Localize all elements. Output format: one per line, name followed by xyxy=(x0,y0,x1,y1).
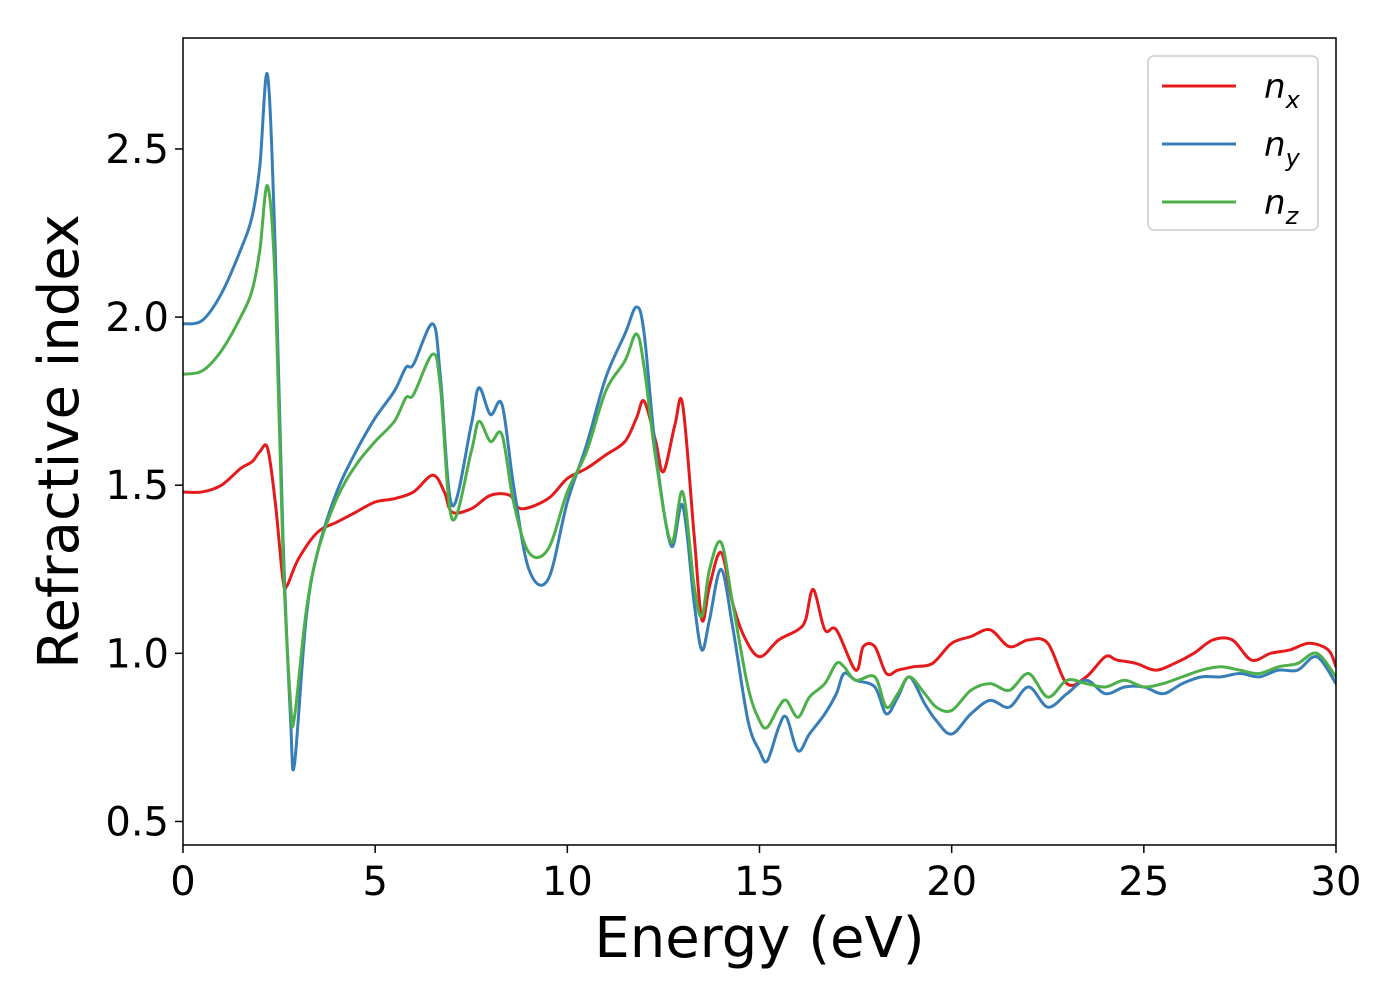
y-tick-label: 0.5 xyxy=(105,799,169,845)
x-axis-title: Energy (eV) xyxy=(594,906,924,971)
legend-label-sub: x xyxy=(1285,86,1301,114)
series-layer xyxy=(183,71,1336,772)
x-tick-label: 20 xyxy=(926,859,977,905)
x-tick-label: 25 xyxy=(1118,859,1169,905)
series-line-z xyxy=(183,184,1336,730)
y-tick-label: 2.0 xyxy=(105,295,169,341)
y-axis-title: Refractive index xyxy=(27,214,92,669)
x-axis-ticks: 0 5 10 15 20 25 30 xyxy=(170,845,1361,905)
x-tick-label: 0 xyxy=(170,859,195,905)
legend-label-base: n xyxy=(1264,67,1286,107)
y-tick-label: 1.0 xyxy=(105,631,169,677)
x-tick-label: 5 xyxy=(362,859,387,905)
legend-label-x: nx xyxy=(1264,67,1301,114)
legend-label-base: n xyxy=(1264,183,1286,223)
legend-label-base: n xyxy=(1264,125,1286,165)
legend-label-y: ny xyxy=(1264,125,1301,172)
x-tick-label: 15 xyxy=(734,859,785,905)
y-axis-ticks: 0.5 1.0 1.5 2.0 2.5 xyxy=(105,127,183,845)
x-tick-label: 30 xyxy=(1311,859,1362,905)
series-line-x xyxy=(183,396,1336,688)
legend-label-sub: z xyxy=(1285,202,1300,230)
y-tick-label: 1.5 xyxy=(105,463,169,509)
legend-label-z: nz xyxy=(1264,183,1300,230)
x-tick-label: 10 xyxy=(542,859,593,905)
y-tick-label: 2.5 xyxy=(105,127,169,173)
legend-label-sub: y xyxy=(1285,144,1301,172)
